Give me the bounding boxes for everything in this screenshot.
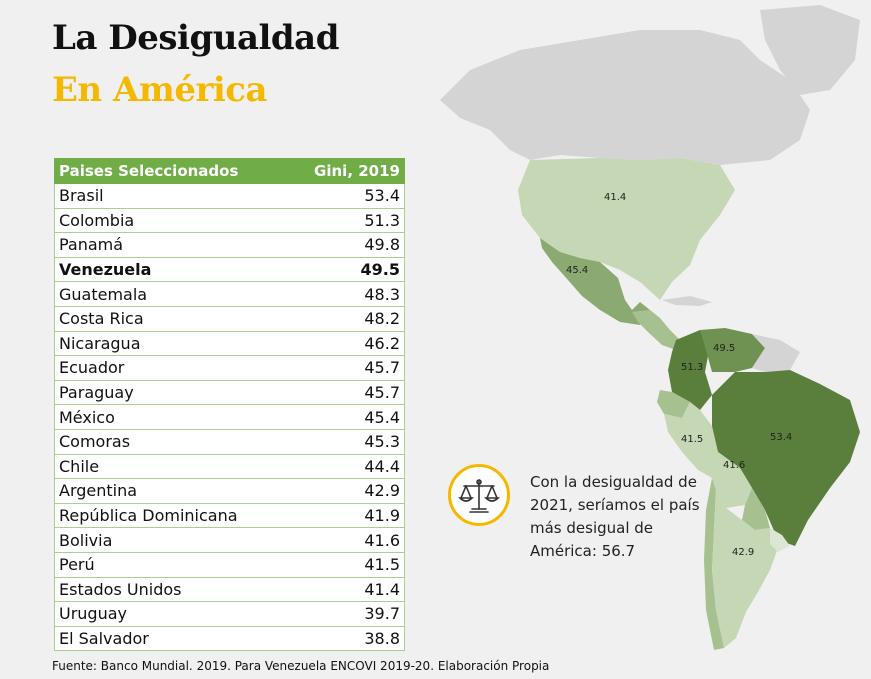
scales-icon (448, 464, 510, 526)
table-row: Colombia 51.3 (54, 207, 405, 234)
map-label-usa: 41.4 (604, 192, 626, 203)
map-label-colombia: 51.3 (681, 362, 703, 373)
table-row: República Dominicana 41.9 (54, 502, 405, 529)
cell-gini-value: 38.8 (299, 625, 405, 652)
cell-country: Bolivia (54, 527, 300, 553)
cell-country: Comoras (54, 428, 300, 455)
cell-gini-value: 49.8 (299, 232, 405, 258)
cell-gini-value: 45.4 (299, 404, 405, 430)
cell-gini-value: 45.7 (299, 355, 405, 381)
map-region-caribbean (662, 296, 712, 306)
table-row: Venezuela 49.5 (54, 256, 405, 283)
map-region-central-america (632, 310, 682, 350)
table-row: Nicaragua 46.2 (54, 330, 405, 357)
page-subtitle: En América (52, 70, 268, 110)
map-region-canada (440, 30, 810, 165)
cell-country: Brasil (54, 183, 300, 209)
cell-country: Argentina (54, 478, 300, 504)
cell-country: República Dominicana (54, 502, 300, 529)
map-region-uruguay (770, 528, 790, 552)
map-label-bolivia: 41.6 (723, 460, 745, 471)
cell-gini-value: 39.7 (299, 601, 405, 627)
cell-gini-value: 51.3 (299, 207, 405, 234)
table-row: Panamá 49.8 (54, 232, 405, 258)
page-title: La Desigualdad (52, 18, 339, 58)
cell-country: Chile (54, 453, 300, 480)
map-label-argentina: 42.9 (732, 547, 754, 558)
cell-country: Venezuela (54, 256, 300, 283)
map-region-ecuador (657, 390, 690, 418)
table-row: Chile 44.4 (54, 453, 405, 480)
cell-country: Uruguay (54, 601, 300, 627)
map-region-usa (518, 158, 735, 300)
table-row: Brasil 53.4 (54, 183, 405, 209)
cell-gini-value: 44.4 (299, 453, 405, 480)
header-country: Paises Seleccionados (54, 158, 300, 184)
cell-gini-value: 48.3 (299, 281, 405, 307)
cell-gini-value: 41.9 (299, 502, 405, 529)
cell-country: El Salvador (54, 625, 300, 652)
cell-gini-value: 41.6 (299, 527, 405, 553)
map-label-peru: 41.5 (681, 434, 703, 445)
map-label-brasil: 53.4 (770, 432, 792, 443)
table-row: Bolivia 41.6 (54, 527, 405, 553)
cell-country: Paraguay (54, 379, 300, 406)
cell-country: Guatemala (54, 281, 300, 307)
callout-text: Con la desigualdad de 2021, seríamos el … (530, 473, 700, 560)
cell-gini-value: 48.2 (299, 305, 405, 332)
map-region-guianas (752, 334, 800, 372)
cell-gini-value: 46.2 (299, 330, 405, 357)
cell-gini-value: 49.5 (299, 256, 405, 283)
table-row: Ecuador 45.7 (54, 355, 405, 381)
header-gini: Gini, 2019 (299, 158, 405, 184)
cell-country: Colombia (54, 207, 300, 234)
gini-table: Paises Seleccionados Gini, 2019 Brasil 53… (54, 158, 405, 652)
cell-country: México (54, 404, 300, 430)
map-label-venezuela: 49.5 (713, 343, 735, 354)
map-region-argentina (712, 490, 778, 648)
map-label-mexico: 45.4 (566, 265, 588, 276)
cell-gini-value: 42.9 (299, 478, 405, 504)
table-header-row: Paises Seleccionados Gini, 2019 (54, 158, 405, 184)
cell-country: Nicaragua (54, 330, 300, 357)
table-row: Perú 41.5 (54, 551, 405, 578)
table-row: México 45.4 (54, 404, 405, 430)
source-footer: Fuente: Banco Mundial. 2019. Para Venezu… (52, 659, 550, 673)
map-region-brasil (712, 370, 860, 546)
map-region-peru (664, 402, 718, 478)
cell-country: Panamá (54, 232, 300, 258)
table-row: Paraguay 45.7 (54, 379, 405, 406)
cell-gini-value: 45.7 (299, 379, 405, 406)
map-region-bolivia (712, 452, 752, 508)
map-region-greenland (760, 5, 860, 95)
cell-country: Perú (54, 551, 300, 578)
map-region-chile (704, 478, 724, 650)
map-region-mexico (540, 238, 650, 325)
cell-gini-value: 41.4 (299, 576, 405, 603)
table-row: Uruguay 39.7 (54, 601, 405, 627)
table-row: Argentina 42.9 (54, 478, 405, 504)
table-row: El Salvador 38.8 (54, 625, 405, 652)
table-row: Comoras 45.3 (54, 428, 405, 455)
cell-country: Estados Unidos (54, 576, 300, 603)
cell-gini-value: 45.3 (299, 428, 405, 455)
table-row: Costa Rica 48.2 (54, 305, 405, 332)
cell-gini-value: 53.4 (299, 183, 405, 209)
map-region-colombia (668, 330, 712, 410)
map-region-paraguay (742, 488, 770, 530)
map-region-venezuela (700, 328, 765, 372)
cell-country: Costa Rica (54, 305, 300, 332)
cell-country: Ecuador (54, 355, 300, 381)
table-row: Guatemala 48.3 (54, 281, 405, 307)
table-body: Brasil 53.4 Colombia 51.3 Panamá 49.8 Venezuel… (54, 183, 405, 652)
cell-gini-value: 41.5 (299, 551, 405, 578)
table-row: Estados Unidos 41.4 (54, 576, 405, 603)
